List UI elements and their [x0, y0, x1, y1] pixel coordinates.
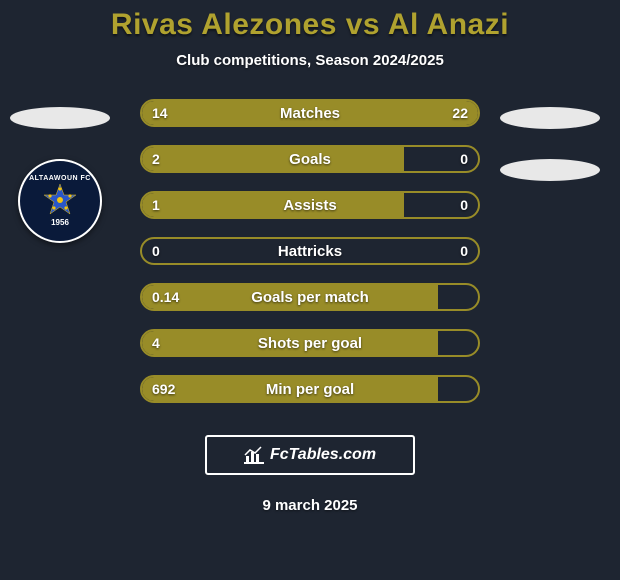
watermark-text: FcTables.com: [270, 446, 376, 464]
stat-fill-left: [142, 285, 438, 309]
stat-row: 0 Hattricks 0: [140, 237, 480, 265]
stat-value-right: 22: [452, 101, 468, 125]
page-subtitle: Club competitions, Season 2024/2025: [0, 52, 620, 69]
stat-value-left: 2: [152, 147, 160, 171]
player-shadow-right-2: [500, 159, 600, 181]
watermark: FcTables.com: [205, 435, 415, 475]
badge-year: 1956: [51, 218, 69, 227]
stat-row: 1 Assists 0: [140, 191, 480, 219]
stat-value-left: 1: [152, 193, 160, 217]
stat-row: 14 Matches 22: [140, 99, 480, 127]
stat-value-right: 0: [460, 193, 468, 217]
stat-value-left: 14: [152, 101, 168, 125]
player-shadow-left: [10, 107, 110, 129]
stat-fill-left: [142, 193, 404, 217]
club-badge-left: ALTAAWOUN FC 1956: [18, 159, 102, 243]
badge-star-icon: [42, 182, 78, 218]
stat-fill-left: [142, 331, 438, 355]
stat-row: 4 Shots per goal: [140, 329, 480, 357]
stat-value-left: 692: [152, 377, 175, 401]
stat-value-right: 0: [460, 147, 468, 171]
stat-label: Hattricks: [142, 239, 478, 263]
stat-row: 0.14 Goals per match: [140, 283, 480, 311]
badge-top-text: ALTAAWOUN FC: [29, 175, 91, 182]
stat-row: 692 Min per goal: [140, 375, 480, 403]
footer-date: 9 march 2025: [0, 497, 620, 514]
stat-fill-right: [273, 101, 478, 125]
comparison-infographic: Rivas Alezones vs Al Anazi Club competit…: [0, 0, 620, 580]
player-shadow-right-1: [500, 107, 600, 129]
chart-icon: [244, 446, 264, 464]
page-title: Rivas Alezones vs Al Anazi: [0, 8, 620, 42]
stat-fill-left: [142, 147, 404, 171]
stat-value-left: 0: [152, 239, 160, 263]
stat-value-left: 4: [152, 331, 160, 355]
content-area: ALTAAWOUN FC 1956 14 Match: [0, 99, 620, 429]
stat-row: 2 Goals 0: [140, 145, 480, 173]
stat-bars: 14 Matches 22 2 Goals 0 1 Assists 0: [140, 99, 480, 421]
stat-value-right: 0: [460, 239, 468, 263]
stat-fill-left: [142, 377, 438, 401]
stat-value-left: 0.14: [152, 285, 179, 309]
